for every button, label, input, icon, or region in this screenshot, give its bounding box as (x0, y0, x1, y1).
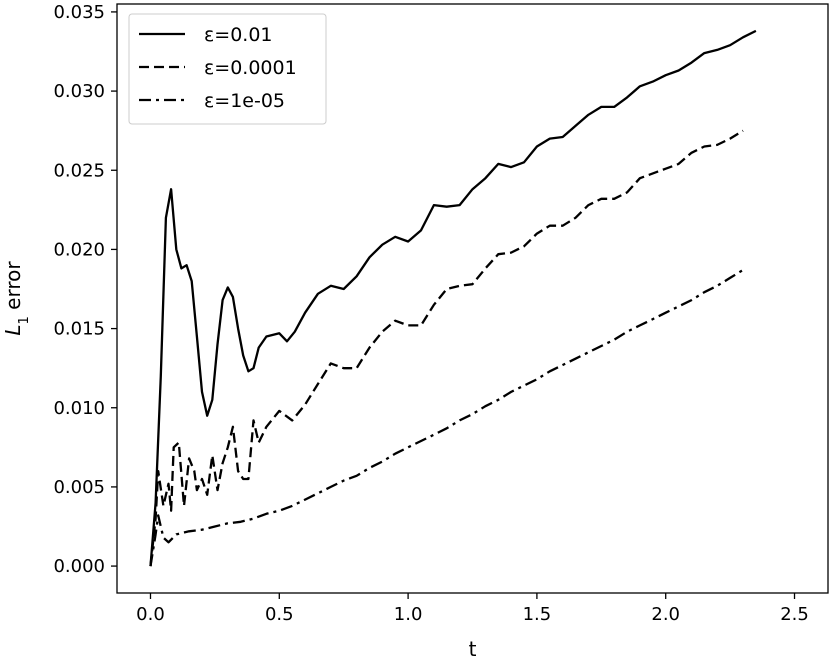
y-tick-label: 0.020 (53, 239, 105, 260)
plot-frame (116, 3, 829, 594)
legend-label-3: ε=1e-05 (204, 90, 285, 112)
y-tick-label: 0.000 (53, 556, 105, 577)
series-line-3 (149, 269, 744, 567)
series-layer (149, 29, 757, 567)
x-tick-label: 2.0 (651, 604, 680, 625)
x-tick-label: 2.5 (780, 604, 809, 625)
y-tick-label: 0.005 (53, 477, 105, 498)
y-tick-label: 0.035 (53, 2, 105, 23)
y-axis-label: L1 error (1, 261, 32, 336)
x-axis-ticks: 0.0 0.5 1.0 1.5 2.0 2.5 (136, 593, 809, 625)
y-axis-label-suffix: error (1, 261, 25, 317)
x-tick-label: 0.0 (136, 604, 165, 625)
y-tick-label: 0.015 (53, 319, 105, 340)
y-axis-label-main: L (1, 324, 25, 335)
x-tick-label: 1.0 (394, 604, 423, 625)
y-tick-label: 0.025 (53, 160, 105, 181)
y-tick-label: 0.010 (53, 398, 105, 419)
y-tick-label: 0.030 (53, 81, 105, 102)
legend: ε=0.01 ε=0.0001 ε=1e-05 (128, 13, 327, 125)
y-axis-ticks: 0.000 0.005 0.010 0.015 0.020 0.025 0.030 0.035 (53, 2, 117, 577)
legend-label-1: ε=0.01 (204, 24, 273, 46)
legend-box (128, 13, 327, 125)
x-axis-label: t (469, 637, 477, 661)
legend-label-2: ε=0.0001 (204, 57, 297, 79)
x-tick-label: 0.5 (265, 604, 294, 625)
series-line-2 (149, 129, 744, 567)
y-axis-label-subscript: 1 (17, 316, 32, 324)
x-tick-label: 1.5 (523, 604, 552, 625)
series-line-1 (149, 29, 757, 567)
